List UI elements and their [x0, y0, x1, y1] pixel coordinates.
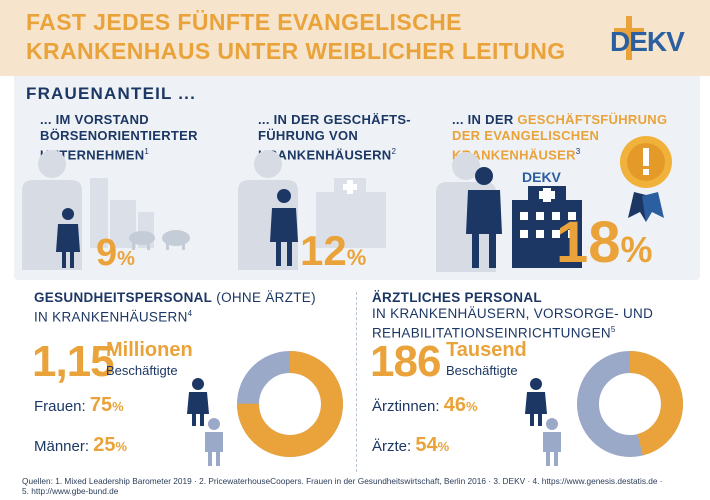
medical-staff-title: ÄRZTLICHES PERSONAL IN KRANKENHÄUSERN, V…: [372, 290, 702, 342]
medical-female-value: 46: [443, 394, 466, 416]
health-donut-chart: [237, 351, 343, 457]
female-doctor-icon: [525, 378, 547, 426]
bull-bear-icon: [129, 230, 190, 250]
stat2-percent: %: [346, 245, 367, 270]
stat2-footnote: 2: [391, 147, 397, 156]
health-male-share: Männer: 25%: [34, 434, 127, 457]
stat-label-management: ... IN DER GESCHÄFTS- FÜHRUNG VON KRANKE…: [258, 112, 438, 163]
health-female-label: Frauen:: [34, 398, 86, 415]
medical-female-percent: %: [465, 399, 478, 414]
page-title: FAST JEDES FÜNFTE EVANGELISCHE KRANKENHA…: [26, 8, 586, 66]
medical-big-unit: Tausend: [446, 339, 527, 361]
health-title-line2: IN KRANKENHÄUSERN: [34, 309, 188, 325]
hospital-logo-text: DEKV: [522, 169, 562, 185]
medical-big-sub: Beschäftigte: [446, 363, 518, 378]
female-figure-icon: [187, 378, 209, 426]
evangelical-hospital-illustration: DEKV: [436, 136, 672, 272]
health-title-rest: (OHNE ÄRZTE): [212, 290, 316, 305]
health-male-label: Männer:: [34, 438, 90, 455]
medical-female-share: Ärztinnen: 46%: [372, 394, 478, 417]
hospital-windows: [520, 212, 576, 238]
sources-footnote: Quellen: 1. Mixed Leadership Barometer 2…: [22, 476, 702, 496]
stat1-text-b: VORSTAND: [74, 112, 149, 127]
hospital-cross-icon: [343, 180, 357, 194]
stat-label-board: ... IM VORSTAND BÖRSENORIENTIERTER UNTER…: [40, 112, 240, 163]
stat3-footnote: 3: [575, 147, 581, 156]
stat2-text-d: KRANKENHÄUSERN: [258, 147, 392, 163]
health-staff-total: 1,15: [32, 337, 115, 386]
medal-icon: [620, 136, 672, 222]
medical-male-share: Ärzte: 54%: [372, 434, 449, 457]
stat-value-board: 9%: [96, 234, 135, 272]
health-big-number: 1,15: [32, 337, 115, 386]
sources-line-2: 5. http://www.gbe-bund.de: [22, 486, 119, 496]
health-female-value: 75: [89, 394, 113, 416]
female-figure-icon: [466, 167, 502, 268]
medical-donut-chart: [577, 351, 683, 457]
female-figure-icon: [270, 189, 298, 266]
title-line-2: KRANKENHAUS UNTER WEIBLICHER LEITUNG: [26, 38, 566, 64]
stat3-text-b: GESCHÄFTSFÜHRUNG: [517, 112, 668, 127]
stat1-value: 9: [96, 232, 118, 274]
stat1-percent: %: [117, 248, 135, 270]
medical-donut-female-segment: [577, 351, 683, 457]
medical-title-bold: ÄRZTLICHES PERSONAL: [372, 290, 542, 305]
health-male-percent: %: [115, 439, 128, 454]
health-female-share: Frauen: 75%: [34, 394, 124, 417]
medical-big-number: 186: [370, 337, 441, 386]
health-staff-title: GESUNDHEITSPERSONAL (OHNE ÄRZTE) IN KRAN…: [34, 290, 344, 326]
board-illustration: [22, 150, 190, 270]
stat-value-evangelical: 18%: [556, 214, 653, 272]
medical-male-percent: %: [437, 439, 450, 454]
stat3-percent: %: [620, 229, 653, 270]
health-footnote: 4: [187, 309, 193, 318]
medical-male-label: Ärzte:: [372, 438, 412, 455]
stat-label-evangelical: ... IN DER GESCHÄFTSFÜHRUNG DER EVANGELI…: [452, 112, 692, 163]
logo-text: DEKV: [610, 26, 685, 57]
stat3-text-c: DER EVANGELISCHEN: [452, 128, 600, 143]
stat3-value: 18: [556, 210, 621, 275]
header-banner: [0, 0, 710, 76]
medical-staff-total: 186: [370, 337, 441, 386]
stat1-text-d: UNTERNEHMEN: [40, 147, 145, 163]
hospital-illustration: [238, 150, 386, 270]
stat2-text-b: GESCHÄFTS-: [323, 112, 411, 127]
medical-title-line2: IN KRANKENHÄUSERN, VORSORGE- UND: [372, 306, 654, 321]
dekv-logo: DEKV: [610, 16, 686, 60]
stat-value-management: 12%: [300, 230, 366, 272]
medical-male-value: 54: [415, 434, 438, 456]
hospital-building-icon: [316, 178, 386, 248]
stat3-text-d: KRANKENHÄUSER: [452, 147, 576, 163]
health-big-sub: Beschäftigte: [106, 363, 178, 378]
stat2-text-c: FÜHRUNG VON: [258, 128, 359, 143]
male-doctor-icon: [543, 418, 561, 466]
health-female-percent: %: [112, 399, 124, 414]
medical-title-line3: REHABILITATIONSEINRICHTUNGEN: [372, 325, 611, 341]
health-staff-unit: Millionen Beschäftigte: [106, 340, 193, 377]
male-figure-icon: [205, 418, 223, 466]
health-donut-female-segment: [237, 351, 343, 457]
hospital-cross-icon: [539, 188, 555, 202]
section-divider: [356, 292, 357, 472]
medical-footnote: 5: [610, 325, 616, 334]
stat1-text-a: ... IM: [40, 112, 75, 127]
health-title-bold: GESUNDHEITSPERSONAL: [34, 290, 213, 305]
section-heading: FRAUENANTEIL ...: [26, 84, 197, 103]
medical-people-icons: [525, 378, 561, 466]
health-people-icons: [187, 378, 223, 466]
title-line-1: FAST JEDES FÜNFTE EVANGELISCHE: [26, 9, 462, 35]
medical-staff-unit: Tausend Beschäftigte: [446, 340, 527, 377]
sources-line-1: Quellen: 1. Mixed Leadership Barometer 2…: [22, 476, 663, 486]
health-male-value: 25: [93, 434, 116, 456]
stat1-text-c: BÖRSENORIENTIERTER: [40, 128, 198, 143]
stat1-footnote: 1: [144, 147, 150, 156]
medical-female-label: Ärztinnen:: [372, 398, 440, 415]
female-figure-icon: [56, 208, 80, 268]
health-big-unit: Millionen: [106, 339, 193, 361]
stat3-text-a: ... IN DER: [452, 112, 518, 127]
stat2-text-a: ... IN DER: [258, 112, 324, 127]
stat2-value: 12: [300, 227, 347, 274]
